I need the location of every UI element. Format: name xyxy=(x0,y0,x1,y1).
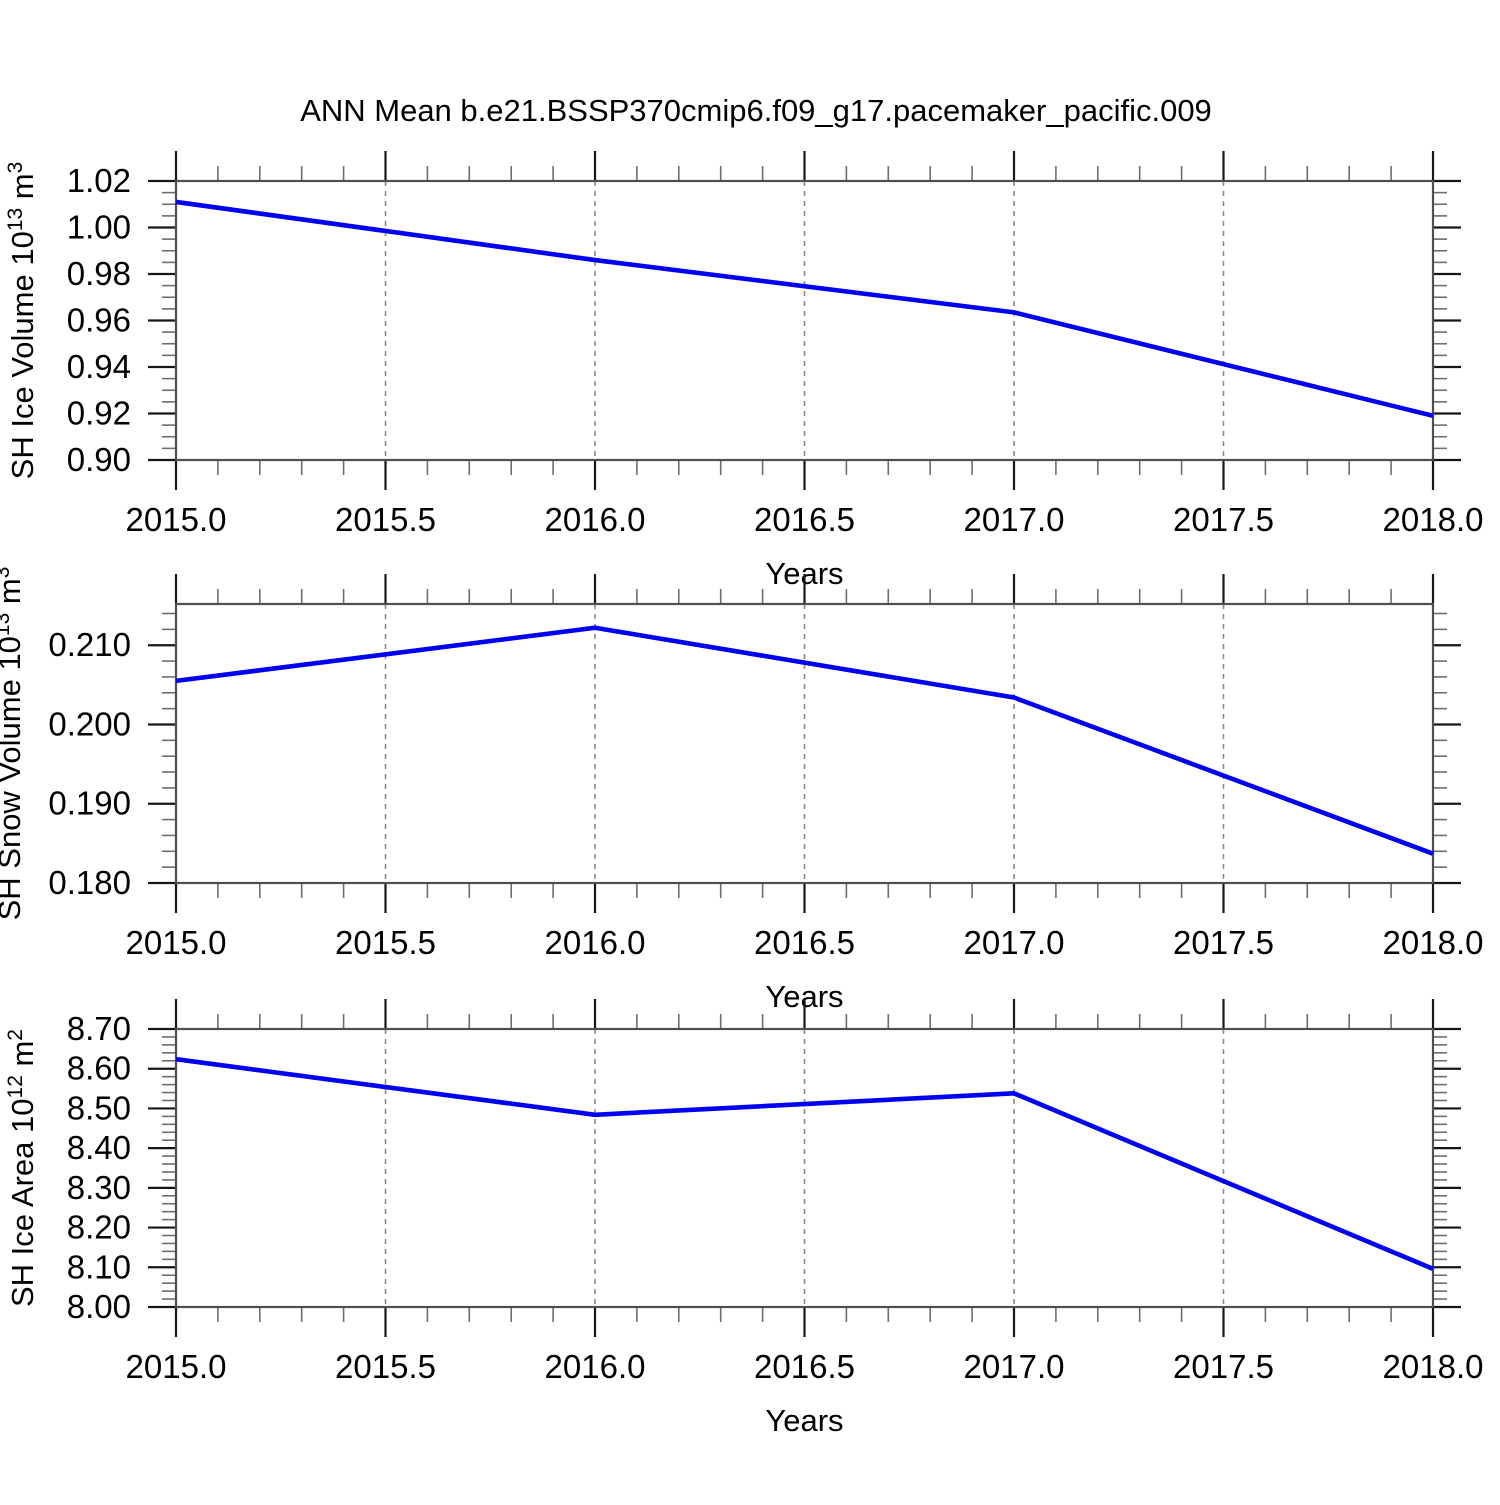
x-tick-label: 2015.0 xyxy=(126,924,227,961)
y-axis-title: SH Ice Area 1012 m2 xyxy=(4,1029,40,1307)
panel-sh-ice-volume: 0.90 0.92 0.94 0.96 0.98 1.00 1.02 2015.0 2015.5… xyxy=(4,151,1483,591)
x-axis-title: Years xyxy=(765,1403,843,1438)
y-tick-label: 0.96 xyxy=(67,302,131,339)
data-line-sh-ice-area xyxy=(175,1056,1434,1271)
x-tick-label: 2016.5 xyxy=(754,924,855,961)
x-tick-label: 2015.0 xyxy=(126,501,227,538)
x-tick-label: 2016.0 xyxy=(545,501,646,538)
plot-frame xyxy=(174,1027,1435,1309)
x-tick-label: 2017.5 xyxy=(1173,924,1274,961)
x-tick-label: 2017.0 xyxy=(964,501,1065,538)
data-line-sh-snow-volume xyxy=(175,625,1434,856)
x-tick-label: 2018.0 xyxy=(1383,501,1484,538)
x-tick-label: 2018.0 xyxy=(1383,924,1484,961)
y-axis-title: SH Ice Volume 1013 m3 xyxy=(4,162,40,480)
plot-frame xyxy=(174,602,1435,885)
y-tick-label: 0.210 xyxy=(48,626,131,663)
x-tick-label: 2016.5 xyxy=(754,1348,855,1385)
y-tick-label: 0.92 xyxy=(67,395,131,432)
panel-sh-ice-area: 8.008.108.208.308.408.508.608.70 2015.0 20… xyxy=(4,999,1483,1438)
x-tick-label: 2016.0 xyxy=(545,1348,646,1385)
x-tick-label: 2017.5 xyxy=(1173,501,1274,538)
x-tick-label: 2015.5 xyxy=(335,924,436,961)
x-tick-label: 2017.5 xyxy=(1173,1348,1274,1385)
y-tick-label: 1.00 xyxy=(67,209,131,246)
y-tick-label: 8.70 xyxy=(67,1010,131,1047)
y-tick-label: 0.94 xyxy=(67,348,131,385)
x-tick-label: 2018.0 xyxy=(1383,1348,1484,1385)
y-tick-label: 0.90 xyxy=(67,441,131,478)
plot-frame xyxy=(174,179,1435,462)
chart-panels: 0.90 0.92 0.94 0.96 0.98 1.00 1.02 2015.0 2015.5… xyxy=(0,151,1483,1438)
y-tick-label: 8.00 xyxy=(67,1288,131,1325)
x-tick-label: 2016.5 xyxy=(754,501,855,538)
y-tick-label: 0.98 xyxy=(67,255,131,292)
y-tick-label: 0.190 xyxy=(48,785,131,822)
y-tick-label: 1.02 xyxy=(67,162,131,199)
y-tick-label: 0.200 xyxy=(48,705,131,742)
y-tick-label: 8.10 xyxy=(67,1248,131,1285)
y-tick-label: 0.180 xyxy=(48,864,131,901)
x-tick-label: 2015.0 xyxy=(126,1348,227,1385)
x-tick-label: 2015.5 xyxy=(335,1348,436,1385)
y-tick-label: 8.50 xyxy=(67,1089,131,1126)
y-tick-label: 8.40 xyxy=(67,1129,131,1166)
y-tick-label: 8.60 xyxy=(67,1050,131,1087)
y-tick-label: 8.30 xyxy=(67,1169,131,1206)
x-tick-label: 2016.0 xyxy=(545,924,646,961)
x-tick-label: 2015.5 xyxy=(335,501,436,538)
y-axis-title: SH Snow Volume 1013 m3 xyxy=(0,567,27,921)
x-tick-label: 2017.0 xyxy=(964,924,1065,961)
y-tick-label: 8.20 xyxy=(67,1209,131,1246)
data-line-sh-ice-volume xyxy=(175,199,1434,419)
chart-title: ANN Mean b.e21.BSSP370cmip6.f09_g17.pace… xyxy=(300,93,1212,128)
x-tick-label: 2017.0 xyxy=(964,1348,1065,1385)
